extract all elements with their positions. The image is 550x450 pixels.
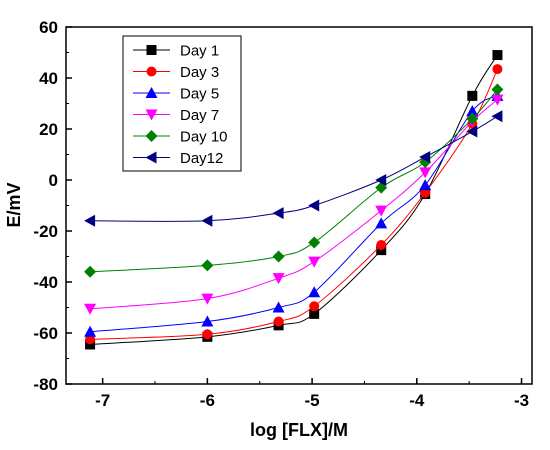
legend-item: Day 7 [133,107,219,124]
data-point [272,250,285,263]
data-point [201,293,214,305]
legend-label: Day 5 [180,86,219,103]
data-point [85,339,96,350]
legend-label: Day 10 [180,129,228,146]
data-point [466,125,478,138]
data-point [273,316,284,327]
data-point [491,110,503,123]
series-layer [84,50,504,350]
data-point [272,301,285,313]
data-point [84,265,97,278]
data-point [201,315,214,327]
data-point [85,334,96,345]
legend-item: Day 3 [133,64,219,81]
data-point [308,199,320,212]
y-tick-label: 0 [49,171,58,190]
data-point [419,167,432,179]
series-day12 [84,110,503,227]
data-point [467,90,478,101]
y-tick-label: 20 [39,120,58,139]
data-point [419,151,431,164]
legend-item: Day 10 [133,129,228,146]
data-point [375,205,388,217]
legend-label: Day12 [180,150,223,167]
data-point [272,273,285,285]
x-tick-label: -3 [514,391,529,410]
data-point [375,174,387,186]
x-tick-label: -7 [95,391,110,410]
data-point [308,256,321,268]
data-point [84,303,97,315]
data-point [309,301,320,312]
data-point [202,329,213,340]
data-point [84,325,97,337]
legend-label: Day 3 [180,64,219,81]
series-day-5 [84,89,504,337]
data-point [375,217,388,229]
legend-marker [145,130,158,142]
series-day-7 [84,94,504,315]
y-tick-label: -20 [33,222,58,241]
data-point [491,83,504,96]
data-point [272,207,284,220]
data-point [492,50,503,61]
legend-label: Day 7 [180,107,219,124]
y-tick-label: 40 [39,69,58,88]
x-axis-title: log [FLX]/M [250,420,348,440]
legend-marker [145,151,157,164]
data-point [492,64,503,75]
legend-marker [146,45,157,55]
legend-marker [146,66,157,77]
legend-item: Day 5 [133,86,219,103]
data-point [466,112,479,125]
data-point [201,259,214,272]
data-point [420,187,431,198]
y-tick-label: -40 [33,273,58,292]
data-point [376,240,387,251]
data-point [309,308,320,319]
data-point [201,214,213,227]
legend-item: Day12 [133,150,223,167]
data-point [84,214,96,227]
data-point [491,94,504,106]
axis-layer: -7 -6 -5 -4 -3 -80 -60 -40 -20 0 20 40 60 [33,18,529,410]
data-point [466,105,479,117]
y-tick-label: 60 [39,18,58,37]
x-tick-label: -5 [305,391,320,410]
y-axis-title: E/mV [4,182,24,227]
legend: Day 1 Day 3 Day 5 Day 7 Day 10 Day12 [122,35,242,172]
data-point [308,236,321,249]
y-tick-label: -80 [33,375,58,394]
legend-label: Day 1 [180,43,219,60]
series-day-10 [84,83,504,278]
data-point [419,179,432,191]
y-tick-label: -60 [33,324,58,343]
legend-marker [145,87,158,98]
data-point [376,245,387,256]
data-point [308,286,321,298]
legend-marker [145,109,158,121]
legend-box [122,35,242,172]
legend-item: Day 1 [133,43,219,60]
x-tick-label: -6 [200,391,215,410]
series-day-3 [85,64,503,345]
x-tick-label: -4 [409,391,425,410]
